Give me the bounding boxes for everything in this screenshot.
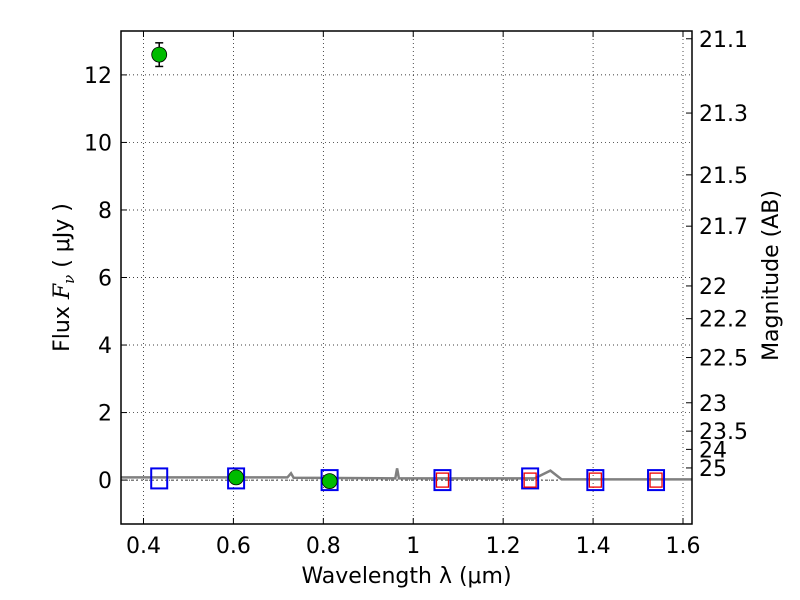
model-band-square <box>320 469 339 492</box>
y-tick-label: 2 <box>98 402 112 427</box>
right-tick-label: 21.7 <box>699 215 748 240</box>
upper-limit-square <box>588 472 602 488</box>
x-tick-label: 0.6 <box>216 534 251 559</box>
upper-limit-square <box>649 472 663 488</box>
model-band-square <box>227 467 246 490</box>
flux-point <box>151 46 168 63</box>
model-spectrum-line <box>121 468 692 481</box>
right-tick-label: 24 <box>699 438 727 463</box>
model-band-square <box>521 467 540 490</box>
right-tick-label: 22 <box>699 275 727 300</box>
model-band-square <box>586 469 605 492</box>
right-tick-label: 22.2 <box>699 308 748 333</box>
right-tick-label: 21.3 <box>699 102 748 127</box>
y-label-subscript: ν <box>60 275 78 284</box>
right-tick-label: 21.5 <box>699 164 748 189</box>
x-tick-label: 1.6 <box>666 534 701 559</box>
model-band-square <box>150 467 169 490</box>
upper-limit-square <box>523 472 537 488</box>
grid-lines <box>121 31 692 524</box>
right-tick-label: 21.1 <box>699 28 748 53</box>
right-tick-label: 25 <box>699 457 727 482</box>
y-tick-label: 10 <box>84 131 112 156</box>
axis-ticks: 0.4 0.6 0.8 1 1.2 1.4 1.602468101221.121.321.5… <box>84 28 748 559</box>
model-band-square <box>647 469 666 492</box>
y-tick-label: 8 <box>98 199 112 224</box>
x-tick-label: 1.4 <box>576 534 611 559</box>
y-axis-label-right: Magnitude (AB) <box>759 190 784 361</box>
x-tick-label: 0.8 <box>306 534 341 559</box>
y-label-symbol: F <box>50 283 75 300</box>
y-tick-label: 4 <box>98 334 112 359</box>
upper-limit-square <box>435 472 450 488</box>
plot-data <box>121 42 692 492</box>
model-band-square <box>433 469 452 492</box>
plot-frame <box>120 30 693 525</box>
x-axis-label: Wavelength λ (μm) <box>301 564 511 589</box>
x-tick-label: 0.4 <box>126 534 161 559</box>
right-tick-label: 22.5 <box>699 347 748 372</box>
right-tick-label: 23.5 <box>699 420 748 445</box>
x-tick-label: 1.2 <box>486 534 521 559</box>
y-label-prefix: Flux <box>50 299 75 352</box>
y-tick-label: 0 <box>98 469 112 494</box>
y-axis-label-left: Flux Fν ( μJy ) <box>50 203 78 352</box>
y-tick-label: 12 <box>84 64 112 89</box>
right-tick-label: 23 <box>699 392 727 417</box>
y-label-suffix: ( μJy ) <box>50 203 75 275</box>
x-tick-label: 1 <box>406 534 420 559</box>
y-tick-label: 6 <box>98 267 112 292</box>
flux-point <box>228 469 244 486</box>
flux-point <box>321 473 338 490</box>
